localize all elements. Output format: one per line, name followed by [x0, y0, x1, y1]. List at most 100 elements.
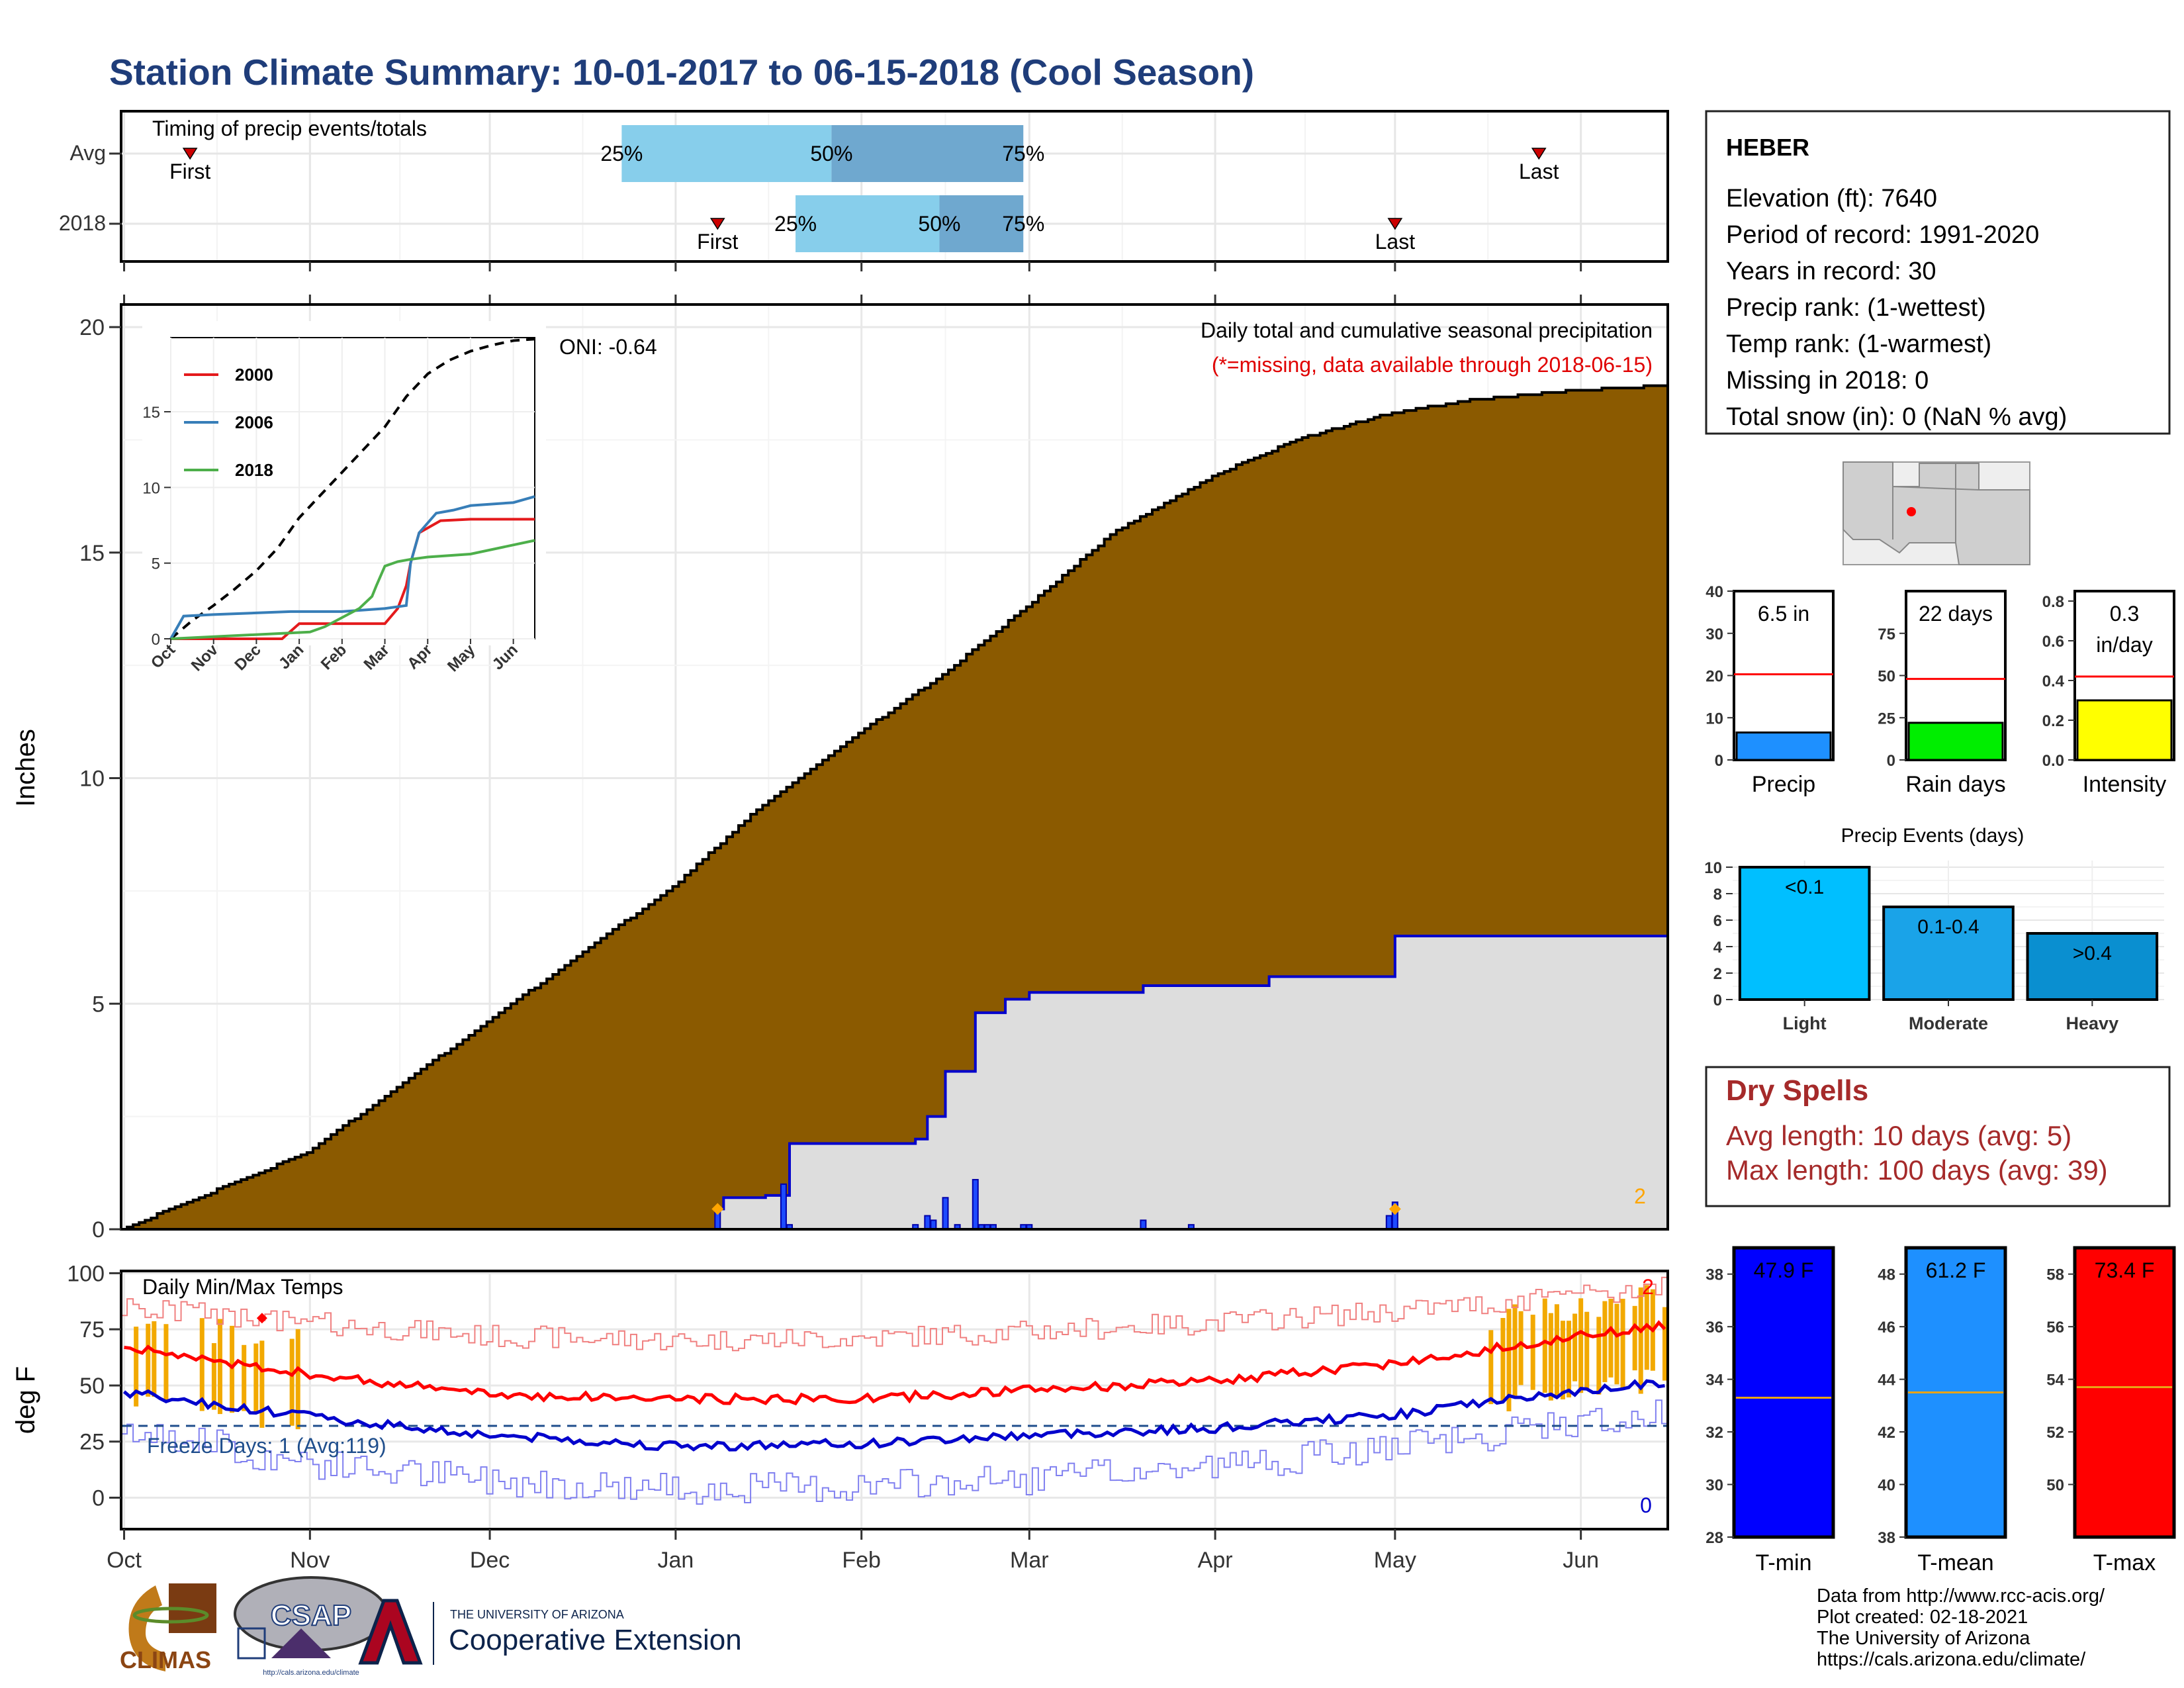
inset-line-2000 [171, 518, 535, 640]
ua-logo: THE UNIVERSITY OF ARIZONA Cooperative Ex… [358, 1599, 742, 1665]
daily-precip-bar [930, 1219, 937, 1230]
summary-bar-value: 22 days [1919, 602, 1993, 626]
station-line-years: Years in record: 30 [1726, 258, 1936, 285]
summary-bar-label: Intensity [2083, 772, 2167, 797]
precip-y-tick-label: 15 [79, 541, 105, 566]
inset-y-tick-label: 15 [142, 404, 160, 422]
month-label-apr: Apr [1198, 1548, 1233, 1573]
inset-line-2006 [169, 495, 535, 639]
temp-bar-label: T-max [2093, 1550, 2156, 1575]
record-max-marker [256, 1313, 267, 1324]
freeze-days-label: Freeze Days: 1 (Avg:119) [147, 1434, 387, 1458]
precip-events-content: <0.1 Light 0.1-0.4 Moderate >0.4 Heavy 0 2 4 6 8 10 [1704, 859, 2164, 1033]
timing-avg-p25-label: 25% [600, 142, 643, 165]
temp-anomaly-bar [1638, 1287, 1643, 1394]
temp-anomaly-bar [1542, 1298, 1547, 1393]
month-axis: Oct Nov Dec Jan Feb Mar Apr May Jun [107, 1529, 1599, 1573]
timing-row-avg: Avg [69, 141, 106, 165]
timing-2018-lower-quartile-bar [796, 195, 940, 252]
ua-logo-big-text: Cooperative Extension [449, 1624, 742, 1656]
temp-anomaly-bar [146, 1323, 151, 1397]
summary-bar-tick-label: 25 [1878, 710, 1895, 727]
temp-anomaly-bar [289, 1338, 295, 1426]
month-label-nov: Nov [290, 1548, 330, 1573]
precip-count-label: 2 [1634, 1184, 1646, 1208]
map-border-north [1892, 486, 1979, 491]
oni-label: ONI: -0.64 [559, 335, 657, 359]
inset-avg-line [169, 338, 535, 640]
temp-bar-tick-label: 58 [2046, 1266, 2064, 1284]
inset-y-tick-label: 10 [142, 479, 160, 497]
precip-panel-title: Daily total and cumulative seasonal prec… [1201, 318, 1653, 342]
timing-row-2018: 2018 [59, 211, 106, 235]
csap-url: http://cals.arizona.edu/climate [263, 1669, 359, 1677]
avg-max-line [124, 1320, 1666, 1406]
temp-anomaly-bar [211, 1343, 216, 1410]
timing-panel-label: Timing of precip events/totals [152, 117, 427, 140]
inset-legend-label-2000: 2000 [235, 365, 273, 385]
summary-bar-tick-label: 10 [1706, 710, 1723, 727]
timing-avg-p75-label: 75% [1002, 142, 1044, 165]
temp-bar-tick-label: 30 [1706, 1477, 1723, 1495]
temp-bar-t-max: 73.4 F 50 52 54 56 58 T-max [2046, 1246, 2176, 1575]
temp-content [121, 1276, 1668, 1505]
summary-bar-fill [2076, 699, 2173, 761]
temp-bar-t-min: 47.9 F 28 30 32 34 36 38 T-min [1706, 1246, 1835, 1575]
station-line-precip-rank: Precip rank: (1-wettest) [1726, 294, 1986, 322]
timing-2018-first-label: First [697, 230, 738, 254]
timing-avg-last-marker [1531, 148, 1547, 160]
temp-bar-tick-label: 40 [1878, 1477, 1895, 1495]
inset-y-tick-label: 0 [152, 631, 160, 649]
precip-events-chart: Precip Events (days) <0.1 Light 0.1-0.4 Mod… [1704, 825, 2164, 1033]
temp-count-max: 2 [1642, 1275, 1654, 1299]
timing-2018-last-label: Last [1375, 230, 1416, 254]
temp-bar-tick-label: 38 [1706, 1266, 1723, 1284]
station-line-snow: Total snow (in): 0 (NaN % avg) [1726, 403, 2067, 431]
temp-anomaly-bar [1500, 1318, 1506, 1403]
precip-y-tick-label: 5 [92, 992, 105, 1017]
precip-events-y-tick-label: 8 [1713, 886, 1722, 904]
locator-map [1843, 461, 2030, 565]
summary-bar-fill [1907, 722, 2004, 761]
temp-anomaly-bar [199, 1318, 205, 1411]
month-label-jan: Jan [657, 1548, 694, 1573]
temp-bar-tick-label: 44 [1878, 1372, 1895, 1389]
temp-bar-tick-label: 56 [2046, 1319, 2064, 1336]
precip-events-bar-label: >0.4 [2073, 943, 2112, 964]
temp-bar-t-mean: 61.2 F 38 40 42 44 46 48 T-mean [1878, 1246, 2007, 1575]
temp-y-tick-label: 50 [79, 1374, 105, 1399]
month-label-jun: Jun [1563, 1548, 1599, 1573]
temp-anomaly-bar [1548, 1313, 1553, 1401]
summary-bar-tick-label: 20 [1706, 668, 1723, 686]
temp-anomaly-bar [1567, 1321, 1572, 1398]
inset-frame [170, 337, 535, 639]
timing-avg-lower-quartile-bar [621, 125, 832, 182]
timing-2018-first-marker [709, 218, 725, 230]
summary-bar-tick-label: 0.0 [2042, 752, 2064, 770]
temp-bar-tick-label: 28 [1706, 1529, 1723, 1547]
station-line-temp-rank: Temp rank: (1-warmest) [1726, 330, 1991, 358]
avg-cumulative-line [121, 384, 1668, 1231]
summary-bars: 6.5 in 0 10 20 30 40 Precip 22 days 0 25 50 75 Rain … [1706, 583, 2175, 797]
dry-spells-avg: Avg length: 10 days (avg: 5) [1726, 1120, 2071, 1151]
summary-bar-value: 6.5 in [1758, 602, 1809, 626]
temp-summary-bars: 47.9 F 28 30 32 34 36 38 T-min 61.2 F 38 40 42 44 46 4… [1706, 1246, 2176, 1575]
daily-precip-bar [1385, 1215, 1392, 1231]
station-line-missing: Missing in 2018: 0 [1726, 367, 1929, 395]
precip-events-y-tick-label: 6 [1713, 912, 1722, 930]
temp-anomaly-bar [1620, 1299, 1625, 1389]
map-states [1843, 461, 2030, 565]
daily-precip-bar [942, 1197, 949, 1231]
timing-avg-last-label: Last [1519, 160, 1559, 183]
temp-anomaly-bar [1602, 1301, 1608, 1382]
station-line-period: Period of record: 1991-2020 [1726, 221, 2039, 249]
precip-y-label: Inches [11, 729, 40, 807]
temp-anomaly-bar [1632, 1305, 1637, 1371]
summary-bar-rain-days: 22 days 0 25 50 75 Rain days [1878, 590, 2007, 797]
summary-bar-tick-label: 75 [1878, 626, 1895, 643]
month-label-dec: Dec [470, 1548, 510, 1573]
timing-bars: First Last 25% 50% 75% First Last 25% 50% 75% [169, 125, 1559, 254]
precip-events-title: Precip Events (days) [1841, 825, 2025, 847]
dry-spells-max: Max length: 100 days (avg: 39) [1726, 1154, 2108, 1186]
